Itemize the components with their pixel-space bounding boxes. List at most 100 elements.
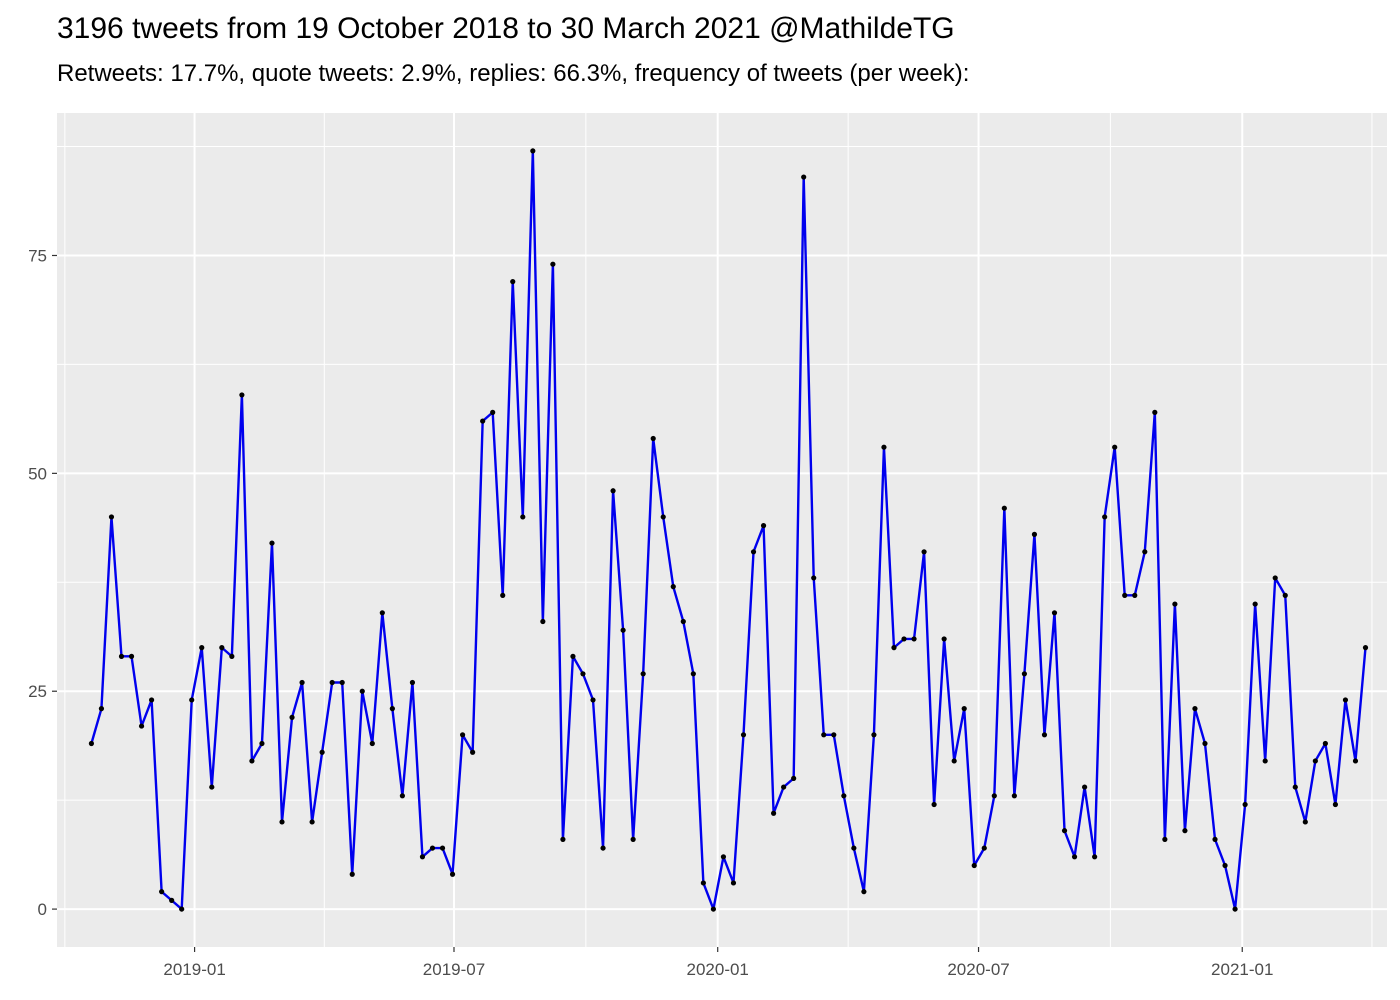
data-point [339, 679, 345, 686]
data-point [941, 636, 947, 642]
data-point [319, 749, 325, 755]
data-point [1262, 758, 1268, 764]
y-tick-label: 25 [28, 682, 47, 701]
data-point [459, 732, 466, 738]
data-point [1332, 801, 1339, 808]
data-point [419, 854, 426, 860]
data-point [1142, 549, 1148, 555]
y-tick-label: 50 [28, 464, 47, 483]
data-point [299, 679, 305, 686]
data-point [279, 819, 285, 825]
data-point [520, 514, 526, 520]
data-point [480, 418, 486, 424]
data-point [590, 697, 596, 703]
data-point [1222, 862, 1228, 869]
data-point [1342, 697, 1349, 703]
data-point [409, 679, 416, 686]
axes-layer: 0 25 50 75 2019-01 2019-07 2020-01 2020-07 2021-… [28, 246, 1273, 979]
data-point [189, 697, 195, 703]
data-point [540, 618, 546, 625]
data-point [871, 732, 877, 738]
data-point [108, 514, 115, 520]
minor-gridlines [57, 113, 1387, 947]
data-point [791, 775, 797, 781]
data-point [781, 784, 787, 790]
data-point [169, 897, 175, 903]
data-point [470, 749, 476, 755]
data-point [981, 845, 987, 851]
data-point [750, 549, 757, 555]
data-point [1112, 444, 1118, 450]
data-point [490, 409, 496, 415]
data-point [1232, 906, 1238, 912]
data-point [138, 723, 145, 729]
x-tick-label: 2019-07 [423, 960, 485, 979]
data-point [1162, 836, 1168, 842]
data-point [1102, 514, 1108, 520]
data-point [209, 784, 215, 790]
data-point [219, 645, 225, 651]
data-point [1061, 828, 1068, 834]
data-point [1252, 601, 1258, 607]
chart-title: 3196 tweets from 19 October 2018 to 30 M… [57, 12, 955, 45]
data-point [630, 836, 636, 842]
data-point [289, 714, 295, 720]
x-tick-label: 2019-01 [163, 960, 225, 979]
data-point [399, 793, 405, 799]
data-point [1152, 409, 1158, 415]
data-point [1312, 758, 1318, 764]
y-tick-label: 0 [38, 900, 47, 919]
data-point [1092, 854, 1098, 860]
data-point [921, 549, 927, 555]
data-point [199, 645, 205, 651]
data-point [379, 610, 385, 616]
data-point [1242, 801, 1248, 808]
data-point [449, 871, 456, 877]
data-point [229, 653, 235, 659]
data-point [98, 706, 105, 712]
data-point [1322, 740, 1328, 747]
data-point [550, 261, 556, 267]
data-point [650, 435, 656, 442]
data-point [620, 627, 626, 633]
data-point [128, 653, 135, 659]
data-point [1041, 732, 1048, 738]
data-point [249, 758, 255, 764]
data-point [349, 871, 355, 877]
data-point [901, 636, 907, 642]
data-point [710, 906, 717, 912]
data-point [1011, 793, 1017, 799]
data-point [1352, 758, 1359, 764]
data-point [931, 801, 937, 808]
data-point [600, 845, 606, 851]
data-point [811, 575, 817, 581]
data-point [500, 592, 506, 598]
data-point [359, 688, 365, 694]
data-point [841, 793, 847, 799]
data-point [1362, 645, 1369, 651]
data-point [951, 758, 957, 764]
data-point [851, 845, 857, 851]
data-point [1082, 784, 1088, 790]
chart-subtitle: Retweets: 17.7%, quote tweets: 2.9%, rep… [57, 60, 970, 87]
data-point [1172, 601, 1178, 607]
data-point [801, 174, 807, 180]
data-point [389, 706, 395, 712]
data-point [1282, 592, 1288, 598]
data-point [1292, 784, 1298, 790]
data-point [1132, 592, 1138, 598]
data-point [680, 618, 686, 625]
plot-panel [57, 113, 1387, 947]
x-tick-label: 2020-01 [687, 960, 749, 979]
data-point [971, 862, 977, 869]
data-point [1182, 828, 1188, 834]
data-point [570, 653, 576, 659]
x-tick-label: 2020-07 [947, 960, 1009, 979]
data-point [439, 845, 446, 851]
data-point [1001, 505, 1007, 511]
data-point [1031, 531, 1038, 537]
data-point [269, 540, 275, 546]
data-point [891, 645, 897, 651]
major-gridlines [57, 113, 1387, 947]
data-point [991, 793, 997, 799]
